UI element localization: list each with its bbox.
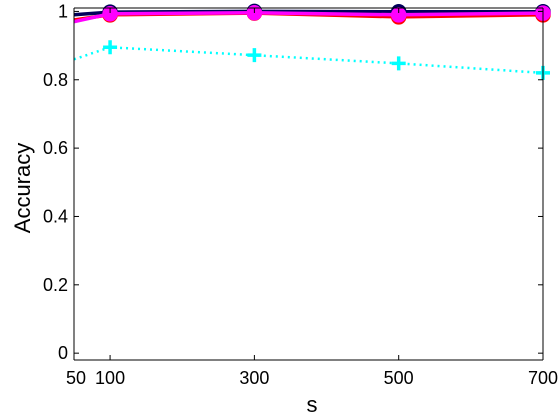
y-tick-label: 0.8 (43, 70, 68, 90)
x-tick-label: 700 (528, 368, 558, 388)
data-point (103, 40, 118, 55)
data-point (391, 56, 406, 71)
y-tick-label: 1 (58, 1, 68, 21)
x-tick-label: 100 (95, 368, 125, 388)
data-point (247, 48, 262, 63)
x-tick-label: 500 (384, 368, 414, 388)
data-point (102, 6, 118, 22)
y-axis-label: Accuracy (10, 143, 35, 233)
y-tick-label: 0.6 (43, 138, 68, 158)
y-tick-label: 0.4 (43, 206, 68, 226)
x-tick-label: 300 (239, 368, 269, 388)
axes-layer: 50 100 300 500 700 0 0.2 0.4 0.6 0.8 1 (43, 1, 558, 388)
x-tick-label: 50 (66, 368, 86, 388)
series-line (73, 46, 544, 75)
y-tick-label: 0.2 (43, 275, 68, 295)
y-tick-label: 0 (58, 343, 68, 363)
plot-area (74, 8, 543, 360)
x-axis-label: s (307, 392, 318, 417)
plot-background (74, 8, 543, 360)
